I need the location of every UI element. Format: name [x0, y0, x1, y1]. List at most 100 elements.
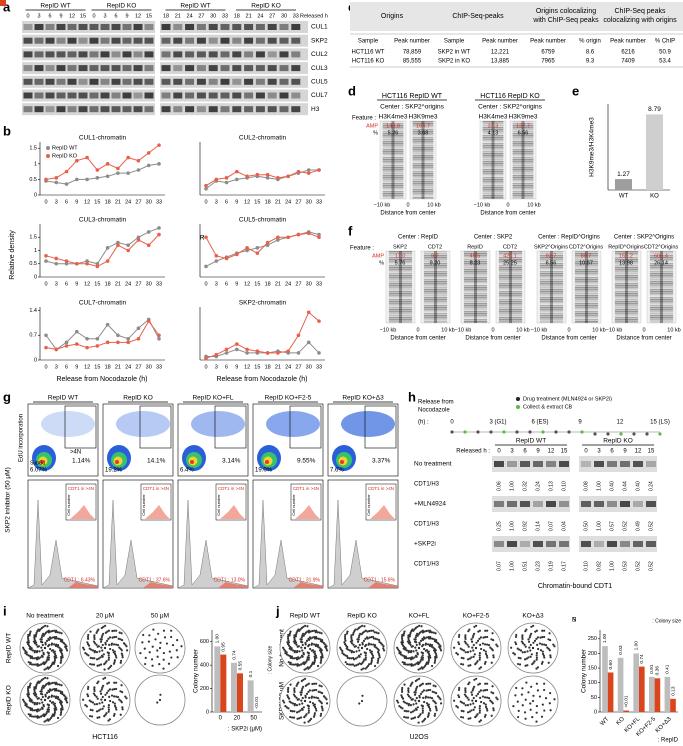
- blot-band: [197, 79, 206, 85]
- blot-band: [68, 93, 77, 99]
- colony: [469, 650, 471, 652]
- blot-band: [594, 461, 604, 467]
- blot-band: [244, 93, 253, 99]
- colony: [301, 708, 303, 710]
- table-cell: 85,555: [403, 59, 422, 65]
- timeline-dot: [541, 430, 544, 433]
- colony: [46, 640, 48, 642]
- colony: [306, 693, 308, 695]
- blot-band: [79, 65, 88, 71]
- colony: [308, 697, 310, 699]
- colony: [433, 685, 435, 687]
- blot-band: [256, 93, 265, 99]
- colony: [60, 640, 62, 642]
- table-header: colocalizing with origins: [603, 17, 677, 24]
- colony: [126, 649, 128, 651]
- colony: [64, 646, 66, 648]
- colony: [527, 656, 529, 658]
- colony: [377, 651, 379, 653]
- colony: [407, 717, 409, 719]
- amp-value: 164.7: [416, 123, 430, 129]
- point: [286, 349, 290, 353]
- colony: [291, 647, 293, 649]
- blot-band: [101, 24, 110, 30]
- column-title: RepID KO+Δ3: [342, 395, 384, 402]
- lane-label: 0: [584, 449, 588, 455]
- colony: [470, 638, 472, 640]
- colony: [27, 638, 29, 640]
- blot-band: [533, 541, 543, 547]
- colony: [549, 654, 551, 656]
- pct-label: %: [379, 260, 384, 266]
- colony: [312, 661, 314, 663]
- timeline-dot: [476, 430, 479, 433]
- colony: [122, 656, 124, 658]
- table-subheader: Peak number: [610, 39, 646, 45]
- colony: [319, 685, 321, 687]
- ratio-value: 0.07: [548, 521, 554, 531]
- colony: [469, 664, 471, 666]
- colony: [320, 658, 322, 660]
- data-label: 8.79: [648, 106, 661, 113]
- colony: [526, 650, 528, 652]
- colony: [473, 656, 475, 658]
- colony: [89, 715, 91, 717]
- colony: [144, 663, 146, 665]
- colony: [40, 699, 42, 701]
- colony: [57, 665, 59, 667]
- colony: [349, 649, 351, 651]
- blot-band: [268, 79, 277, 85]
- colony: [382, 647, 384, 649]
- colony: [46, 710, 48, 712]
- point: [65, 182, 69, 186]
- colony: [101, 701, 103, 703]
- blot-band: [546, 461, 556, 467]
- x-tick-label: 9: [75, 281, 78, 287]
- colony: [414, 716, 416, 718]
- colony: [176, 649, 178, 651]
- timeline-dot: [515, 430, 518, 433]
- point: [106, 323, 110, 327]
- colony: [352, 657, 354, 659]
- colony: [298, 650, 300, 652]
- ratio-value: 0.92: [522, 521, 528, 531]
- colony: [525, 681, 527, 683]
- colony: [37, 708, 39, 710]
- colony: [148, 640, 150, 642]
- colony: [170, 656, 172, 658]
- pct-value: 25.25: [503, 260, 517, 266]
- inset-title: CDT1 in >4N: [143, 486, 169, 491]
- x-tick-label: 0: [567, 327, 570, 333]
- colony: [540, 649, 542, 651]
- colony: [475, 700, 477, 702]
- colony: [283, 701, 285, 703]
- colony: [59, 632, 61, 634]
- timeline-title: Release from: [418, 400, 454, 406]
- blot-band: [35, 38, 44, 44]
- subg1-pct: 19.0%: [255, 468, 273, 474]
- blot-band: [112, 51, 121, 57]
- blot-band: [24, 24, 33, 30]
- blot-band: [546, 541, 556, 547]
- point: [157, 226, 161, 230]
- colony: [434, 632, 436, 634]
- colony: [51, 702, 53, 704]
- point: [214, 178, 218, 182]
- colony: [418, 700, 420, 702]
- colony: [104, 694, 106, 696]
- colony: [473, 644, 475, 646]
- point: [65, 170, 69, 174]
- colony: [99, 656, 101, 658]
- colony: [103, 668, 105, 670]
- point: [116, 171, 120, 175]
- table-header: ChIP-Seq peaks: [615, 8, 666, 15]
- ratio-value: 0.08: [583, 481, 589, 491]
- blot-band: [646, 541, 656, 547]
- colony: [101, 636, 103, 638]
- colony: [421, 666, 423, 668]
- colony: [363, 658, 365, 660]
- subg1-label: SubG1: [30, 460, 46, 466]
- feature-name: CDT2: [503, 244, 517, 250]
- colony: [142, 634, 144, 636]
- point: [96, 265, 100, 269]
